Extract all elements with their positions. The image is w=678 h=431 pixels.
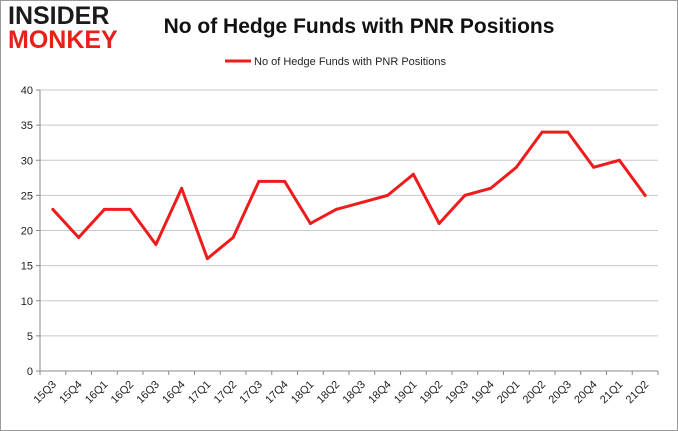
y-tick-label: 10 bbox=[21, 296, 33, 308]
data-point bbox=[102, 207, 106, 211]
y-tick-label: 40 bbox=[21, 85, 33, 97]
data-point bbox=[463, 193, 467, 197]
data-point bbox=[283, 179, 287, 183]
x-tick-label: 16Q1 bbox=[83, 379, 111, 407]
y-tick-label: 20 bbox=[21, 226, 33, 238]
x-tick-label: 18Q3 bbox=[340, 379, 368, 407]
data-point bbox=[386, 193, 390, 197]
data-point bbox=[77, 236, 81, 240]
data-point bbox=[154, 243, 158, 247]
data-point bbox=[308, 221, 312, 225]
x-tick-label: 19Q1 bbox=[392, 379, 420, 407]
x-tick-label: 19Q4 bbox=[469, 379, 497, 407]
x-tick-label: 19Q3 bbox=[443, 379, 471, 407]
x-tick-label: 20Q2 bbox=[521, 379, 549, 407]
x-tick-label: 17Q4 bbox=[263, 379, 291, 407]
y-tick-labels: 0 5 10 15 20 25 30 35 40 bbox=[21, 85, 33, 378]
x-tick-label: 20Q1 bbox=[495, 379, 523, 407]
data-point bbox=[360, 200, 364, 204]
data-point bbox=[514, 165, 518, 169]
y-tick-label: 0 bbox=[27, 366, 33, 378]
axes bbox=[36, 89, 659, 375]
x-tick-labels: 15Q315Q416Q116Q216Q316Q417Q117Q217Q317Q4… bbox=[31, 379, 651, 407]
x-tick-label: 15Q4 bbox=[57, 379, 85, 407]
data-point bbox=[51, 207, 55, 211]
logo-line-insider: INSIDER bbox=[8, 2, 110, 30]
x-tick-label: 18Q2 bbox=[315, 379, 343, 407]
data-point bbox=[540, 130, 544, 134]
y-tick-label: 35 bbox=[21, 120, 33, 132]
x-tick-label: 21Q1 bbox=[598, 379, 626, 407]
y-tick-label: 25 bbox=[21, 190, 33, 202]
data-point bbox=[334, 207, 338, 211]
y-tick-label: 30 bbox=[21, 155, 33, 167]
legend-label: No of Hedge Funds with PNR Positions bbox=[254, 56, 446, 68]
x-tick-label: 17Q3 bbox=[237, 379, 265, 407]
data-point bbox=[489, 186, 493, 190]
data-point bbox=[411, 172, 415, 176]
x-tick-label: 18Q1 bbox=[289, 379, 317, 407]
legend: No of Hedge Funds with PNR Positions bbox=[225, 56, 446, 68]
x-tick-label: 20Q3 bbox=[546, 379, 574, 407]
data-point bbox=[617, 158, 621, 162]
data-point bbox=[643, 193, 647, 197]
x-tick-label: 21Q2 bbox=[624, 379, 652, 407]
data-point bbox=[257, 179, 261, 183]
chart-title: No of Hedge Funds with PNR Positions bbox=[163, 15, 555, 38]
series-line-0 bbox=[51, 130, 647, 261]
data-point bbox=[231, 236, 235, 240]
x-tick-label: 17Q1 bbox=[186, 379, 214, 407]
data-point bbox=[592, 165, 596, 169]
logo-line-monkey: MONKEY bbox=[8, 26, 118, 54]
x-tick-label: 18Q4 bbox=[366, 379, 394, 407]
x-tick-label: 17Q2 bbox=[212, 379, 240, 407]
x-tick-label: 16Q2 bbox=[109, 379, 137, 407]
x-tick-label: 16Q4 bbox=[160, 379, 188, 407]
x-tick-label: 19Q2 bbox=[418, 379, 446, 407]
x-tick-label: 20Q4 bbox=[572, 379, 600, 407]
insider-monkey-logo: INSIDER MONKEY bbox=[8, 2, 128, 54]
y-tick-label: 15 bbox=[21, 261, 33, 273]
x-tick-label: 16Q3 bbox=[134, 379, 162, 407]
y-tick-label: 5 bbox=[27, 331, 33, 343]
data-point bbox=[566, 130, 570, 134]
data-point bbox=[128, 207, 132, 211]
data-point bbox=[180, 186, 184, 190]
series-lines bbox=[51, 130, 647, 261]
data-point bbox=[205, 257, 209, 261]
x-tick-label: 15Q3 bbox=[31, 379, 59, 407]
data-point bbox=[437, 221, 441, 225]
